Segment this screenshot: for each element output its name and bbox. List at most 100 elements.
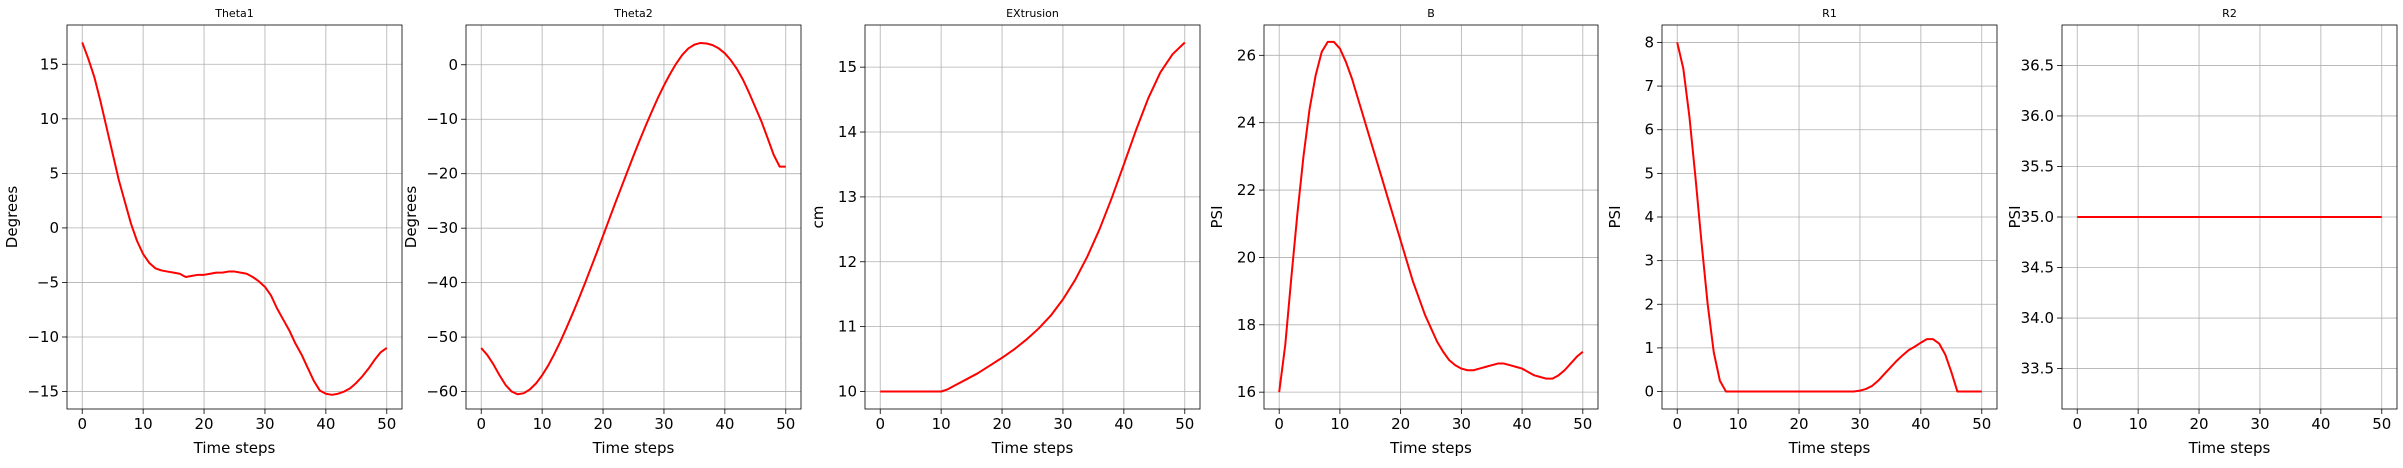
x-tick-label: 20 <box>1789 415 1808 433</box>
x-tick-label: 30 <box>654 415 673 433</box>
y-tick-label: 16 <box>1237 383 1256 401</box>
y-axis-label: cm <box>809 206 827 229</box>
y-tick-label: 3 <box>1644 252 1654 270</box>
x-tick-label: 0 <box>476 415 486 433</box>
y-tick-label: 18 <box>1237 316 1256 334</box>
x-tick-label: 10 <box>533 415 552 433</box>
x-tick-label: 30 <box>1452 415 1471 433</box>
y-tick-label: 34.5 <box>2021 259 2054 277</box>
y-tick-label: 36.0 <box>2021 107 2054 125</box>
y-tick-label: 15 <box>838 58 857 76</box>
x-tick-label: 20 <box>2189 415 2208 433</box>
y-tick-label: 12 <box>838 253 857 271</box>
chart-panel-1: 0 10 20 30 40 50 −15 −10 −5 0 5 10 15 Theta1 Time step… <box>3 7 403 457</box>
y-tick-label: −10 <box>27 328 59 346</box>
series-line <box>1278 40 1584 393</box>
x-tick-label: 30 <box>1053 415 1072 433</box>
y-tick-label: 10 <box>838 382 857 400</box>
y-tick-label: 35.0 <box>2021 208 2054 226</box>
x-tick-label: 10 <box>932 415 951 433</box>
y-tick-label: 26 <box>1237 46 1256 64</box>
y-tick-label: −5 <box>37 273 59 291</box>
y-tick-label: 33.5 <box>2021 360 2054 378</box>
y-tick-label: 7 <box>1644 77 1654 95</box>
y-tick-label: 4 <box>1644 208 1654 226</box>
y-axis-label: Degrees <box>3 186 21 249</box>
chart-panel-6: 0 10 20 30 40 50 33.5 34.0 34.5 35.0 35.5 36.0 36.5 R… <box>2006 7 2398 457</box>
x-tick-label: 20 <box>593 415 612 433</box>
chart-title: Theta1 <box>214 7 254 20</box>
y-tick-label: 13 <box>838 188 857 206</box>
series-line <box>480 41 786 396</box>
y-tick-label: 34.0 <box>2021 309 2054 327</box>
x-tick-label: 40 <box>1911 415 1930 433</box>
axes-frame <box>1661 24 1998 410</box>
x-tick-label: 50 <box>776 415 795 433</box>
y-axis-label: Degrees <box>402 186 420 249</box>
y-tick-label: −30 <box>426 219 458 237</box>
x-tick-label: 10 <box>1729 415 1748 433</box>
y-tick-label: −10 <box>426 110 458 128</box>
x-tick-label: 0 <box>875 415 885 433</box>
x-tick-label: 10 <box>2129 415 2148 433</box>
y-tick-label: −40 <box>426 274 458 292</box>
y-tick-label: 5 <box>49 164 59 182</box>
y-tick-label: 0 <box>49 219 59 237</box>
y-tick-label: 35.5 <box>2021 157 2054 175</box>
x-tick-label: 40 <box>1513 415 1532 433</box>
series-line <box>81 42 388 396</box>
y-tick-label: 10 <box>40 110 59 128</box>
y-axis-label: PSI <box>1606 206 1624 229</box>
x-tick-label: 30 <box>255 415 274 433</box>
y-tick-label: 0 <box>448 56 458 74</box>
y-tick-label: 15 <box>40 55 59 73</box>
x-tick-label: 40 <box>2311 415 2330 433</box>
y-tick-label: 11 <box>838 318 857 336</box>
y-tick-label: 6 <box>1644 121 1654 139</box>
series-line <box>880 41 1186 393</box>
y-tick-label: 24 <box>1237 114 1256 132</box>
y-tick-label: −60 <box>426 383 458 401</box>
y-tick-label: −50 <box>426 328 458 346</box>
chart-title: B <box>1427 7 1435 20</box>
y-tick-label: 22 <box>1237 181 1256 199</box>
x-tick-label: 20 <box>194 415 213 433</box>
series-line <box>1676 42 1982 393</box>
x-tick-label: 10 <box>134 415 153 433</box>
y-tick-label: 8 <box>1644 33 1654 51</box>
x-tick-label: 0 <box>1274 415 1284 433</box>
y-tick-label: −15 <box>27 383 59 401</box>
x-axis-label: Time steps <box>991 439 1074 457</box>
axes-frame <box>465 24 802 410</box>
x-tick-label: 50 <box>1573 415 1592 433</box>
x-axis-label: Time steps <box>193 439 276 457</box>
axes-frame <box>66 24 403 410</box>
x-tick-label: 20 <box>1391 415 1410 433</box>
x-tick-label: 50 <box>2372 415 2391 433</box>
x-tick-label: 0 <box>2072 415 2082 433</box>
y-tick-label: −20 <box>426 165 458 183</box>
y-tick-label: 0 <box>1644 383 1654 401</box>
chart-title: EXtrusion <box>1006 7 1059 20</box>
y-axis-label: PSI <box>2006 206 2024 229</box>
x-tick-label: 50 <box>377 415 396 433</box>
y-axis-label: PSI <box>1208 206 1226 229</box>
x-tick-label: 40 <box>715 415 734 433</box>
axes-frame <box>1263 24 1599 410</box>
chart-panel-5: 0 10 20 30 40 50 0 1 2 3 4 5 6 7 8 R1 Time steps PSI <box>1606 7 1998 457</box>
x-tick-label: 50 <box>1972 415 1991 433</box>
y-tick-label: 36.5 <box>2021 56 2054 74</box>
x-tick-label: 50 <box>1175 415 1194 433</box>
axes-frame <box>2061 24 2398 410</box>
x-tick-label: 0 <box>1672 415 1682 433</box>
y-tick-label: 5 <box>1644 164 1654 182</box>
y-tick-label: 14 <box>838 123 857 141</box>
x-axis-label: Time steps <box>1389 439 1472 457</box>
x-axis-label: Time steps <box>1788 439 1871 457</box>
x-tick-label: 40 <box>316 415 335 433</box>
x-tick-label: 40 <box>1114 415 1133 433</box>
chart-title: R1 <box>1822 7 1837 20</box>
y-tick-label: 1 <box>1644 339 1654 357</box>
